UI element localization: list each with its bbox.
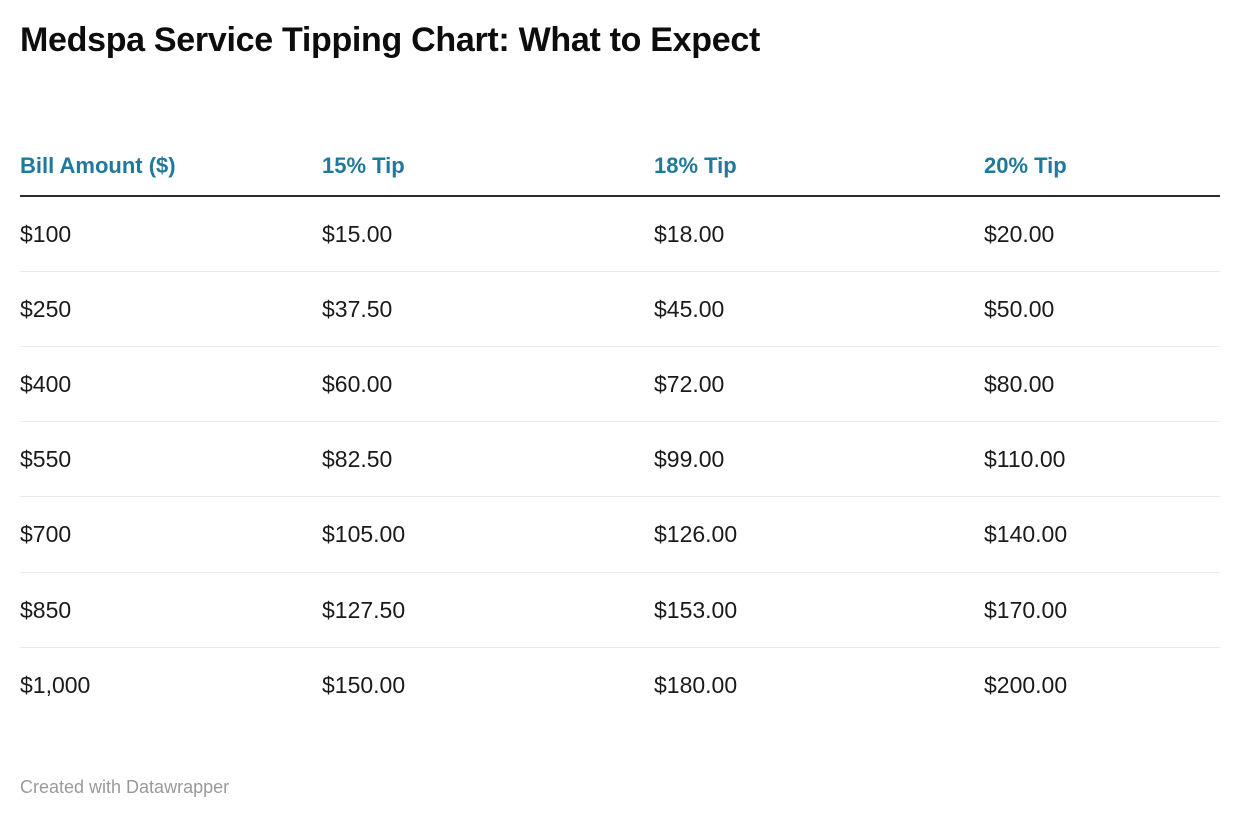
table-cell: $45.00 [654,295,725,322]
table-row: $550 $82.50 $99.00 $110.00 [20,422,1220,497]
table-cell: $82.50 [322,446,393,473]
table-cell: $126.00 [654,521,738,548]
table-cell: $140.00 [984,521,1068,548]
table-cell: $20.00 [984,220,1055,247]
column-header: Bill Amount ($) [20,152,322,197]
table-body: $100 $15.00 $18.00 $20.00 $250 $37.50 $45.00 $5… [20,196,1220,722]
column-header: 20% Tip [984,152,1220,197]
table-cell: $400 [20,371,72,398]
table-cell: $700 [20,521,72,548]
table-cell: $150.00 [322,671,406,698]
table-cell: $37.50 [322,295,393,322]
table-row: $850 $127.50 $153.00 $170.00 [20,572,1220,648]
table-cell: $850 [20,596,72,623]
table-header-row: Bill Amount ($) 15% Tip 18% Tip 20% Tip [20,152,1220,197]
table-cell: $18.00 [654,220,725,247]
table-cell: $72.00 [654,371,725,398]
table-cell: $100 [20,220,72,247]
datawrapper-credit: Created with Datawrapper [20,777,230,797]
table-cell: $60.00 [322,371,393,398]
table-row: $100 $15.00 $18.00 $20.00 [20,196,1220,272]
table-row: $400 $60.00 $72.00 $80.00 [20,347,1220,422]
table-cell: $50.00 [984,295,1055,322]
table-cell: $153.00 [654,596,738,623]
table-cell: $99.00 [654,446,725,473]
table-row: $700 $105.00 $126.00 $140.00 [20,497,1220,572]
table-cell: $127.50 [322,596,406,623]
page-title: Medspa Service Tipping Chart: What to Ex… [20,21,760,59]
table-cell: $110.00 [984,446,1066,473]
table-cell: $105.00 [322,521,406,548]
table-cell: $250 [20,295,72,322]
column-header: 15% Tip [322,152,654,197]
table-cell: $180.00 [654,671,738,698]
table-cell: $200.00 [984,671,1068,698]
table-row: $1,000 $150.00 $180.00 $200.00 [20,647,1220,722]
table-cell: $15.00 [322,220,393,247]
table-row: $250 $37.50 $45.00 $50.00 [20,271,1220,347]
table-cell: $550 [20,446,72,473]
table-cell: $170.00 [984,596,1068,623]
tipping-table: Bill Amount ($) 15% Tip 18% Tip 20% Tip $10… [20,152,1220,722]
table-cell: $80.00 [984,371,1055,398]
table-cell: $1,000 [20,671,91,698]
column-header: 18% Tip [654,152,984,197]
